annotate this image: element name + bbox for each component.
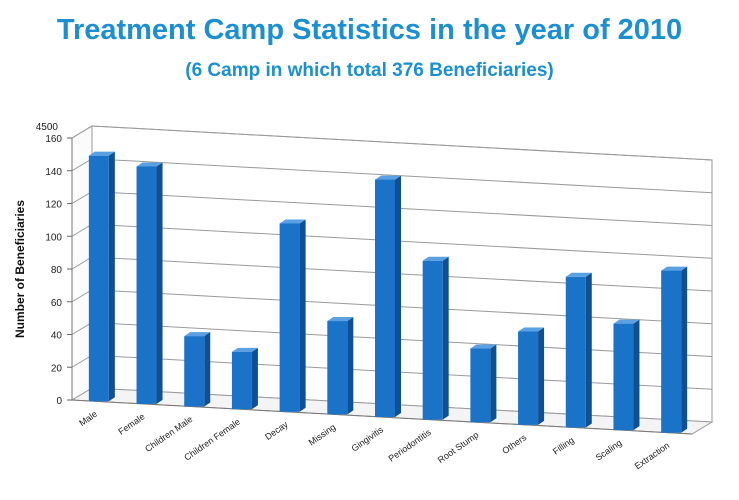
bar-side	[251, 347, 258, 410]
bar-top	[422, 256, 449, 261]
bar-side	[585, 272, 592, 428]
y-tick-label: 80	[51, 265, 63, 276]
x-tick-label: Filling	[551, 435, 576, 457]
bar-side	[299, 219, 306, 412]
bar-top	[565, 272, 592, 277]
bar-top	[661, 266, 688, 271]
x-tick-label: Scaling	[594, 438, 624, 463]
bar-side	[681, 266, 688, 433]
bar-front	[565, 276, 586, 428]
bar	[422, 256, 449, 420]
y-tick-label-extra: 4500	[36, 122, 59, 133]
bar-top	[279, 219, 306, 224]
gridline	[91, 223, 713, 259]
bar-front	[518, 331, 539, 425]
bar-front	[613, 323, 634, 431]
bar-front	[327, 321, 348, 415]
bar-front	[88, 155, 109, 402]
bar-front	[279, 223, 300, 412]
chart-title: Treatment Camp Statistics in the year of…	[56, 14, 683, 46]
bar-front	[470, 348, 491, 423]
bar-side	[108, 151, 115, 402]
bar-side	[490, 344, 497, 423]
bar	[565, 272, 592, 428]
gridline-side	[71, 256, 93, 270]
bar-top	[375, 175, 401, 180]
gridline-side	[71, 223, 93, 237]
bar-top	[88, 151, 115, 156]
bar-front	[375, 179, 395, 417]
bar	[184, 332, 211, 407]
bar	[279, 219, 306, 412]
bar	[88, 151, 115, 402]
x-tick-label: Male	[77, 409, 99, 428]
x-tick-label: Missing	[307, 422, 338, 448]
bar	[231, 347, 258, 410]
y-tick-label: 100	[45, 232, 62, 243]
bar-side	[442, 256, 449, 420]
y-tick-label: 140	[45, 167, 62, 178]
bar-top	[327, 317, 354, 322]
gridline-side	[71, 289, 93, 303]
gridline	[91, 256, 713, 292]
y-axis-title: Number of Beneficiaries	[13, 200, 27, 338]
gridline-side	[71, 191, 93, 204]
bar	[327, 317, 354, 415]
y-tick-label: 20	[51, 363, 63, 374]
gridline	[91, 125, 713, 161]
bar	[661, 266, 688, 433]
bar-front	[422, 260, 443, 420]
x-tick-label: Decay	[263, 419, 290, 442]
x-tick-label: Periodontitis	[387, 427, 434, 464]
gridline-side	[71, 125, 93, 139]
bar	[375, 175, 401, 417]
bar-top	[184, 332, 211, 337]
x-tick-label: Female	[116, 411, 146, 436]
x-tick-label: Others	[500, 432, 528, 456]
gridline	[91, 322, 713, 357]
chart-subtitle: (6 Camp in which total 376 Beneficiaries…	[185, 60, 554, 81]
bar-top	[613, 319, 640, 324]
gridline-side	[71, 322, 93, 335]
gridline	[91, 289, 713, 325]
gridline	[91, 191, 713, 226]
x-tick-label: Gingivitis	[349, 424, 385, 453]
bar-side	[538, 327, 545, 425]
bar-side	[395, 175, 401, 417]
bar	[518, 327, 545, 425]
gridline	[91, 158, 713, 194]
bar-front	[184, 336, 205, 407]
y-tick-label: 120	[45, 200, 62, 211]
x-tick-label: Extraction	[633, 440, 672, 471]
bar	[136, 162, 163, 404]
bar-front	[136, 166, 157, 404]
x-tick-label: Root Stump	[436, 430, 481, 465]
bar-top	[470, 344, 497, 349]
gridline-side	[71, 158, 93, 172]
x-tick-label: Children Male	[143, 414, 194, 454]
y-tick-label: 60	[51, 298, 63, 309]
bar	[470, 344, 497, 423]
bar-side	[633, 319, 640, 431]
bar-top	[136, 162, 163, 167]
gridline-side	[71, 354, 93, 368]
bar-top	[231, 347, 258, 352]
bar-side	[347, 317, 354, 415]
y-tick-label: 160	[45, 134, 62, 145]
bar-front	[661, 270, 682, 433]
bar	[613, 319, 640, 431]
bar-front	[231, 351, 252, 410]
y-tick-label: 40	[51, 331, 63, 342]
y-tick-label: 0	[56, 396, 62, 407]
bar-top	[518, 327, 545, 332]
bar-side	[156, 162, 163, 404]
bar-side	[204, 332, 211, 407]
